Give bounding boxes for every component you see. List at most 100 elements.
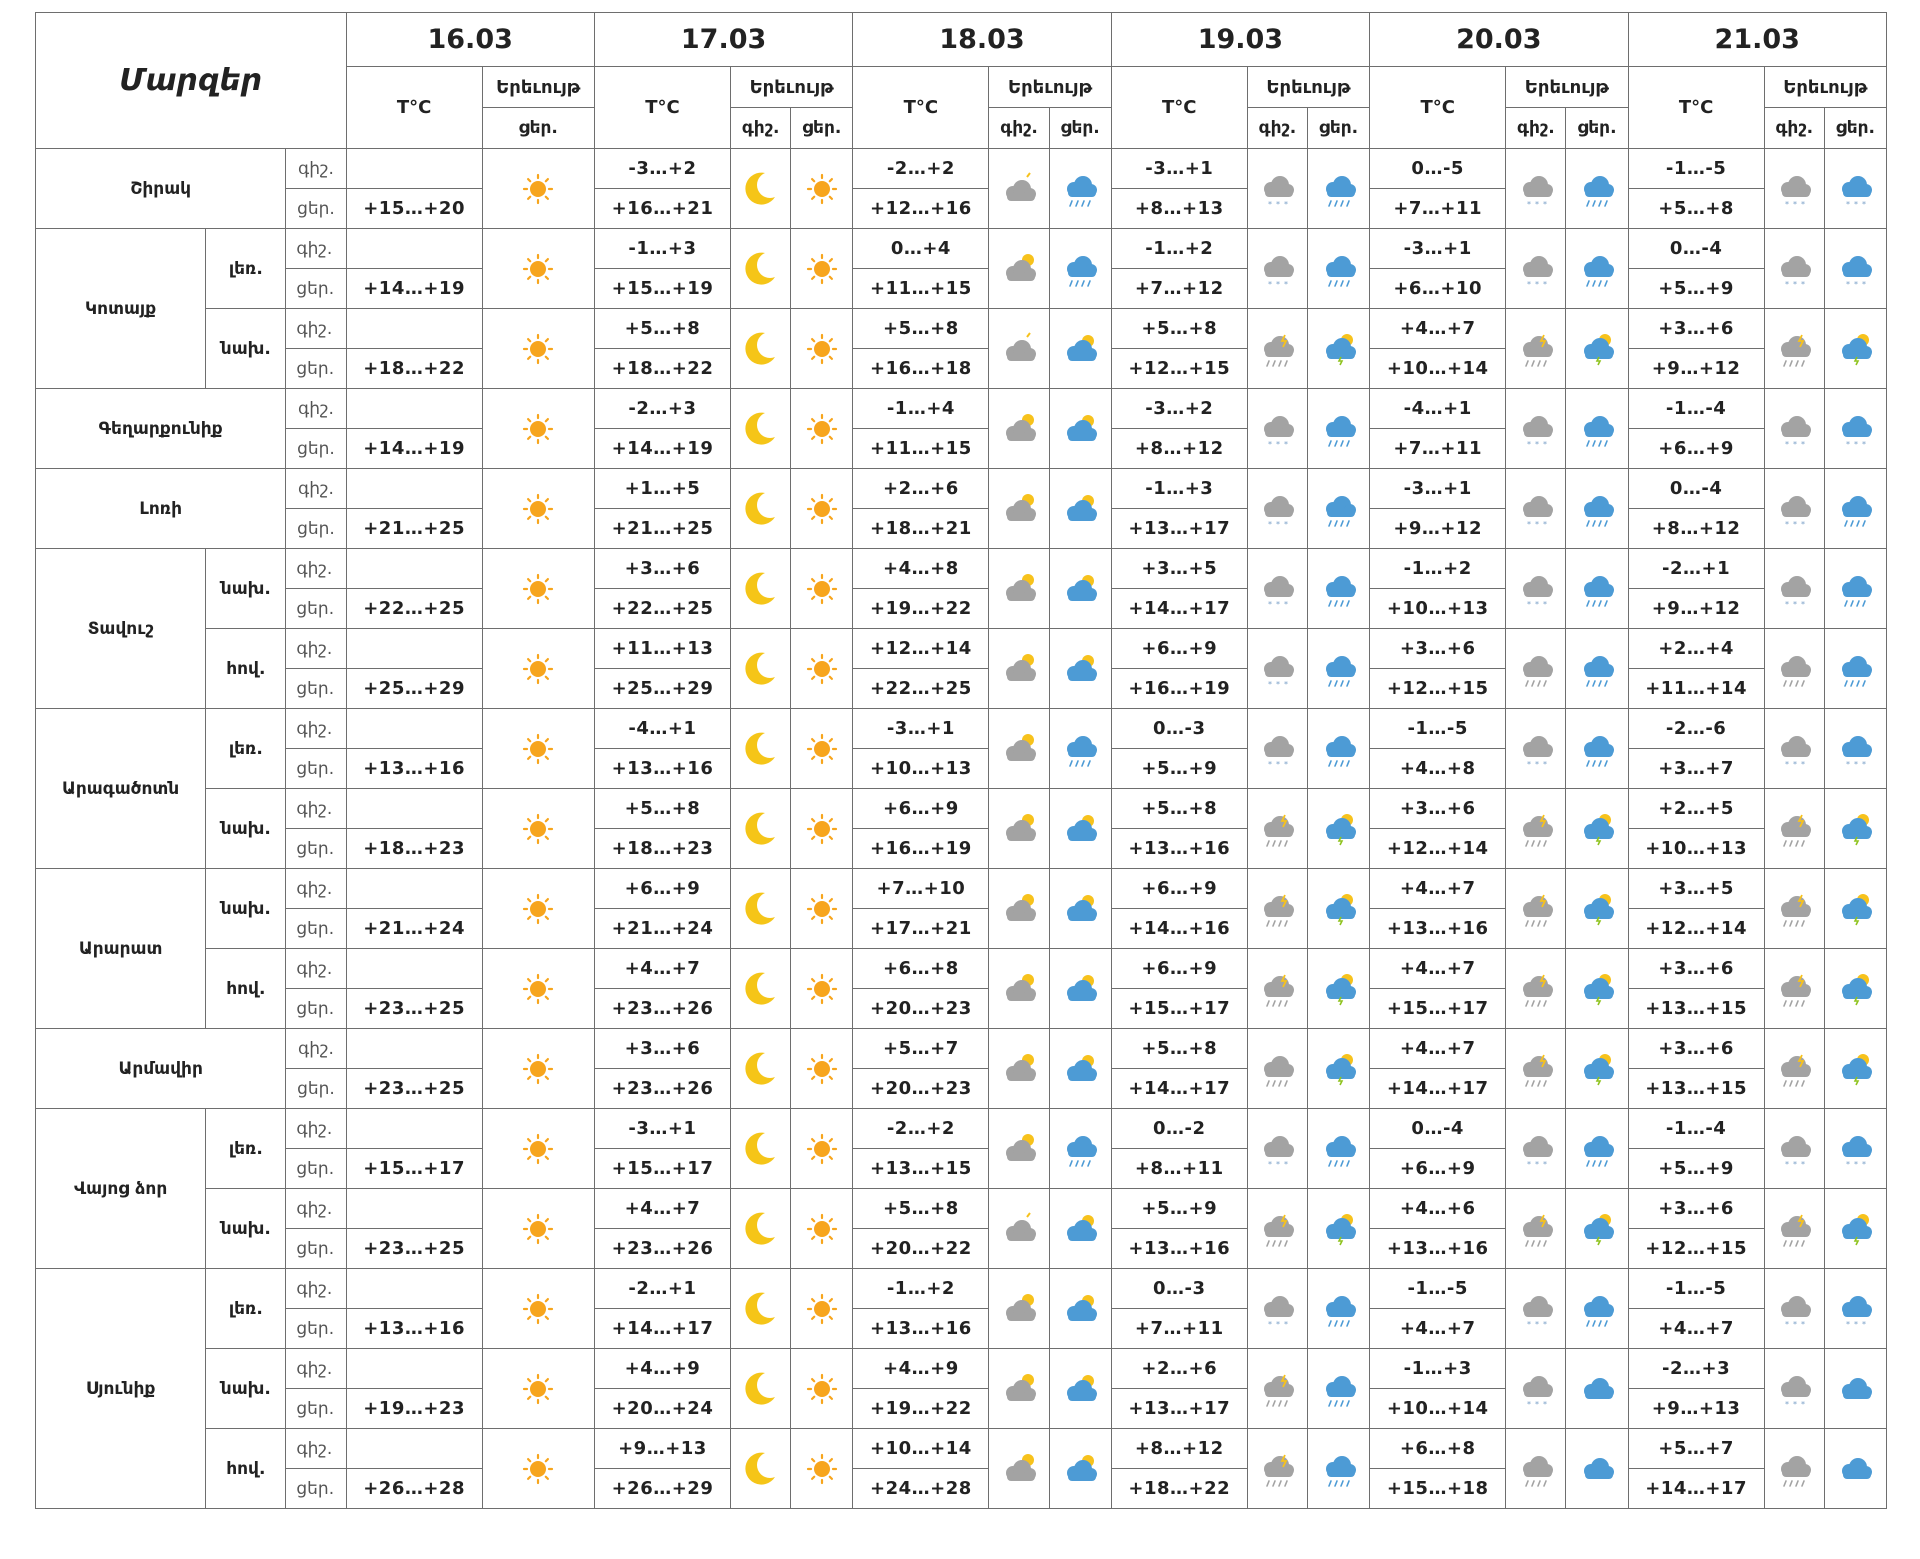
day-label: ցեր. [285, 1148, 347, 1189]
rain-shower-icon [1325, 1375, 1356, 1407]
weather-icon-cell [1306, 1348, 1371, 1429]
weather-icon-cell: * * * [1823, 228, 1888, 309]
weather-icon-cell [1048, 388, 1112, 469]
phenomenon-header: Երեւույթ [481, 66, 595, 108]
sun-icon [523, 1053, 554, 1084]
weather-icon-cell [1048, 308, 1112, 389]
svg-text:*: * [1527, 440, 1531, 449]
weather-icon-cell [1823, 1028, 1888, 1109]
weather-icon-cell [1505, 788, 1567, 869]
weather-icon-cell [730, 868, 792, 949]
cloud-sun-icon [1006, 1133, 1037, 1161]
night-temp [345, 148, 483, 189]
night-temp: +6…+9 [593, 868, 732, 909]
rain-shower-icon [1325, 495, 1356, 527]
table-row: նախ. գիշ. +4…+7 +5…+8 +5…+9 +4…+6 +3…+6 [36, 1188, 1888, 1269]
sun-icon [806, 973, 837, 1004]
snow-cloud-icon: * * * [1264, 495, 1295, 529]
day-temp: +13…+16 [1369, 1228, 1507, 1269]
svg-text:*: * [1846, 280, 1850, 289]
day-temp: +16…+19 [1110, 668, 1248, 709]
night-temp [345, 868, 483, 909]
svg-text:*: * [1543, 1320, 1547, 1329]
snow-shower-icon: * * * [1842, 735, 1873, 769]
day-temp: +23…+26 [593, 1228, 732, 1269]
temp-header: T°C [1110, 66, 1248, 149]
weather-icon-cell [1565, 708, 1629, 789]
rain-cloud-icon [1264, 1055, 1295, 1087]
sun-cloud-icon [1067, 974, 1098, 1001]
snow-cloud-icon: * * * [1264, 655, 1295, 689]
snow-shower-icon: * * * [1842, 175, 1873, 209]
night-temp: 0…-4 [1369, 1108, 1507, 1149]
svg-text:*: * [1862, 200, 1866, 209]
weather-icon-cell [790, 388, 854, 469]
day-temp: +14…+17 [1627, 1468, 1765, 1509]
weather-icon-cell [1763, 1188, 1825, 1269]
weather-icon-cell [790, 468, 854, 549]
weather-icon-cell [988, 948, 1050, 1029]
svg-text:*: * [1785, 440, 1789, 449]
night-temp [345, 948, 483, 989]
weather-icon-cell [988, 548, 1050, 629]
day-temp: +15…+17 [593, 1148, 732, 1189]
night-temp: +5…+8 [1110, 308, 1248, 349]
weather-icon-cell: * * * [1763, 1268, 1825, 1349]
sun-cloud-icon [1067, 1214, 1098, 1241]
night-temp: +4…+7 [593, 948, 732, 989]
snow-cloud-icon: * * * [1264, 175, 1295, 209]
day-temp: +13…+15 [852, 1148, 990, 1189]
day-temp: +23…+25 [345, 1068, 483, 1109]
night-temp: +2…+6 [1110, 1348, 1248, 1389]
moon-icon [745, 1452, 775, 1485]
night-temp [345, 1028, 483, 1069]
day-temp: +22…+25 [593, 588, 732, 629]
svg-text:*: * [1543, 1160, 1547, 1169]
day-temp: +14…+17 [593, 1308, 732, 1349]
weather-icon-cell: * * * [1763, 1108, 1825, 1189]
day-label: ցեր. [285, 268, 347, 309]
snow-cloud-icon: * * * [1781, 175, 1812, 209]
thunderstorm-icon [1522, 334, 1553, 367]
svg-text:*: * [1535, 1400, 1539, 1409]
sun-cloud-icon [1067, 814, 1098, 841]
thunderstorm-icon [1264, 974, 1295, 1007]
rain-cloud-icon [1522, 1455, 1553, 1487]
svg-text:*: * [1543, 280, 1547, 289]
weather-icon-cell [790, 548, 854, 629]
sun-icon [523, 573, 554, 604]
weather-icon-cell [730, 628, 792, 709]
day-temp: +7…+12 [1110, 268, 1248, 309]
night-temp: -2…+2 [852, 148, 990, 189]
day-label: ցեր. [285, 1388, 347, 1429]
night-temp: -1…+3 [593, 228, 732, 269]
rain-shower-icon [1325, 655, 1356, 687]
sun-cloud-icon [1067, 334, 1098, 361]
day-temp: +4…+7 [1369, 1308, 1507, 1349]
rain-shower-icon [1325, 735, 1356, 767]
weather-icon-cell [1048, 228, 1112, 309]
sun-icon [806, 1293, 837, 1324]
day-temp: +8…+11 [1110, 1148, 1248, 1189]
weather-icon-cell: * * * [1246, 1268, 1308, 1349]
sun-thunderstorm-icon [1325, 973, 1356, 1005]
blue-cloud-icon [1583, 1377, 1614, 1399]
weather-icon-cell [1565, 1188, 1629, 1269]
sun-thunderstorm-icon [1583, 813, 1614, 845]
day-label: ցեր. [285, 828, 347, 869]
weather-icon-cell [730, 548, 792, 629]
day-temp: +23…+26 [593, 988, 732, 1029]
weather-icon-cell: * * * [1505, 1108, 1567, 1189]
night-temp: +5…+8 [1110, 1028, 1248, 1069]
night-temp: 0…-3 [1110, 708, 1248, 749]
cloud-icon [1006, 171, 1037, 201]
cloud-sun-icon [1006, 1053, 1037, 1081]
zone-label: լեռ. [205, 1108, 287, 1189]
thunderstorm-icon [1781, 894, 1812, 927]
rain-cloud-icon [1781, 655, 1812, 687]
cloud-sun-icon [1006, 1293, 1037, 1321]
night-temp: +6…+8 [1369, 1428, 1507, 1469]
day-temp: +15…+19 [593, 268, 732, 309]
sun-icon [806, 1213, 837, 1244]
table-row: ցեր. +13…+16 +13…+16 +10…+13 +5…+9 +4…+8 +3…+7 [36, 748, 1887, 789]
